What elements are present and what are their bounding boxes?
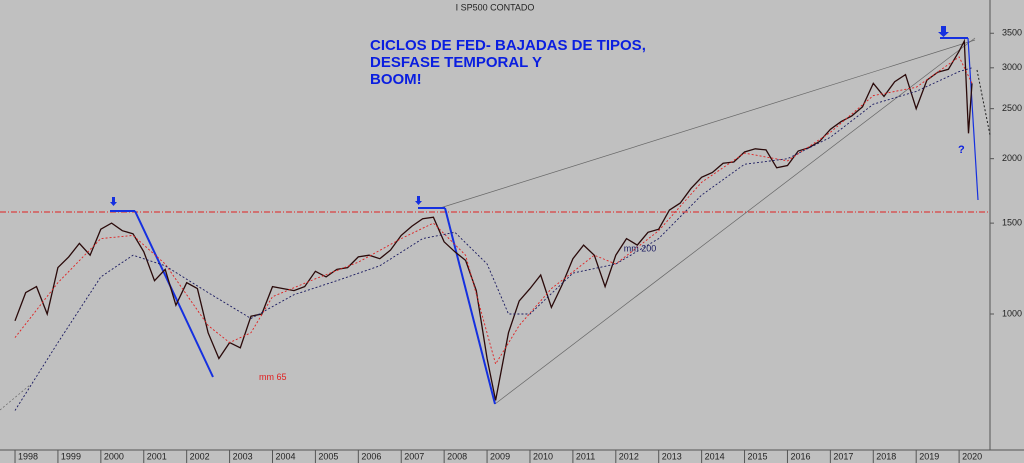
x-tick-label: 2003 (233, 451, 253, 461)
series-label: mm 200 (624, 243, 657, 253)
annotation: ? (958, 144, 965, 156)
x-tick-label: 2000 (104, 451, 124, 461)
annotation: BOOM! (370, 71, 422, 88)
trend-line (0, 384, 31, 411)
series-line (14, 56, 973, 366)
y-tick-label: 2000 (1002, 153, 1022, 163)
arrow (110, 197, 117, 206)
x-tick-label: 2002 (190, 451, 210, 461)
chart-title: I SP500 CONTADO (456, 2, 535, 12)
cycle-drop (967, 37, 979, 201)
x-tick-label: 2011 (576, 451, 595, 461)
x-tick-label: 2018 (876, 451, 896, 461)
x-tick-label: 2019 (919, 451, 939, 461)
y-tick-label: 3500 (1002, 28, 1022, 38)
arrow (415, 196, 422, 205)
x-tick-label: 2014 (705, 451, 725, 461)
series-label: mm 65 (259, 372, 287, 382)
x-tick-label: 2016 (790, 451, 810, 461)
trend-line (439, 39, 976, 209)
x-tick-label: 2020 (962, 451, 982, 461)
cycle-drop (444, 207, 496, 405)
y-tick-label: 1500 (1002, 218, 1022, 228)
x-tick-label: 2009 (490, 451, 510, 461)
x-tick-label: 1999 (61, 451, 81, 461)
annotation: CICLOS DE FED- BAJADAS DE TIPOS, (370, 37, 646, 54)
plot-area (0, 0, 990, 450)
series-line (14, 38, 973, 401)
x-tick-label: 2006 (361, 451, 381, 461)
annotation: DESFASE TEMPORAL Y (370, 54, 542, 71)
x-tick-label: 2001 (147, 451, 167, 461)
arrows (110, 26, 949, 206)
x-tick-label: 2007 (404, 451, 424, 461)
x-tick-label: 2004 (275, 451, 295, 461)
y-tick-label: 2500 (1002, 103, 1022, 113)
arrow (938, 26, 949, 37)
x-tick-label: 2008 (447, 451, 467, 461)
trend-line (494, 37, 976, 405)
x-tick-label: 2010 (533, 451, 553, 461)
y-tick-label: 1000 (1002, 308, 1022, 318)
projection-line (976, 69, 991, 136)
x-tick-label: 2017 (833, 451, 853, 461)
x-tick-label: 1998 (18, 451, 38, 461)
x-tick-label: 2015 (748, 451, 768, 461)
cycle-drop (134, 210, 214, 378)
x-tick-label: 2005 (318, 451, 338, 461)
x-tick-label: 2013 (662, 451, 682, 461)
x-tick-label: 2012 (619, 451, 639, 461)
cycle-lines (110, 37, 979, 405)
y-tick-label: 3000 (1002, 62, 1022, 72)
